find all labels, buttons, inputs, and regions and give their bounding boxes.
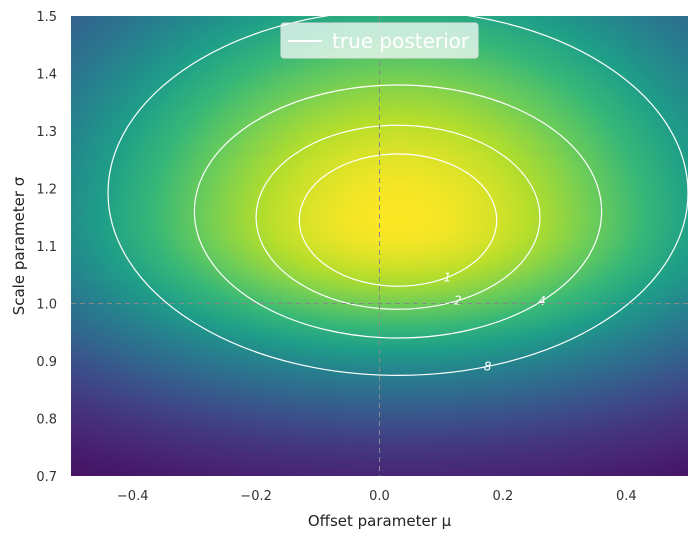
x-tick-label: 0.0 — [369, 489, 390, 504]
contour-label-8: 8 — [484, 359, 492, 373]
y-tick-label: 0.7 — [36, 470, 57, 485]
contour-labels: 12 4 8 — [444, 270, 546, 373]
y-tick-label: 1.2 — [36, 183, 57, 198]
contour-label-2: 2 — [454, 294, 462, 308]
y-tick-label: 1.0 — [36, 298, 57, 313]
y-tick-label: 1.4 — [36, 68, 57, 83]
y-tick-label: 0.8 — [36, 413, 57, 428]
contour-lines — [107, 16, 688, 376]
x-tick-label: −0.2 — [240, 489, 272, 504]
x-tick-label: −0.4 — [117, 489, 149, 504]
contour-level-1 — [298, 153, 498, 287]
y-axis-label: Scale parameter σ — [10, 176, 28, 315]
contour-level-2 — [255, 124, 541, 310]
plot-area: 12 4 8 — [71, 16, 688, 476]
x-tick-label: 0.4 — [616, 489, 637, 504]
contour-level-8 — [107, 16, 688, 376]
y-tick-label: 0.9 — [36, 355, 57, 370]
contour-label-4: 4 — [538, 294, 546, 308]
legend: true posterior — [280, 22, 479, 59]
y-tick-label: 1.1 — [36, 240, 57, 255]
legend-entry-label: true posterior — [332, 29, 470, 53]
y-tick-label: 1.3 — [36, 125, 57, 140]
y-axis-ticks: 0.7 0.8 0.9 1.0 1.1 1.2 1.3 1.4 1.5 — [36, 10, 57, 485]
x-axis-ticks: −0.4 −0.2 0.0 0.2 0.4 — [117, 489, 637, 504]
x-tick-label: 0.2 — [493, 489, 514, 504]
contour-level-4 — [193, 84, 603, 339]
x-axis-label: Offset parameter μ — [308, 512, 452, 530]
contour-label-1: 1 — [444, 270, 452, 284]
y-tick-label: 1.5 — [36, 10, 57, 25]
legend-box — [280, 22, 479, 59]
